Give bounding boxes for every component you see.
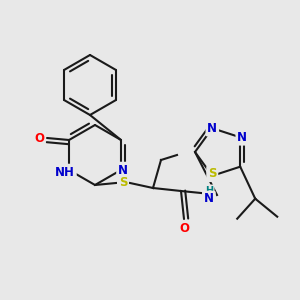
Text: S: S <box>119 176 127 190</box>
Text: S: S <box>208 167 217 180</box>
Text: O: O <box>34 131 44 145</box>
Text: N: N <box>204 193 214 206</box>
Text: N: N <box>207 122 217 135</box>
Text: N: N <box>118 164 128 176</box>
Text: N: N <box>237 131 247 144</box>
Text: O: O <box>179 223 189 236</box>
Text: NH: NH <box>55 166 75 178</box>
Text: H: H <box>205 186 213 196</box>
